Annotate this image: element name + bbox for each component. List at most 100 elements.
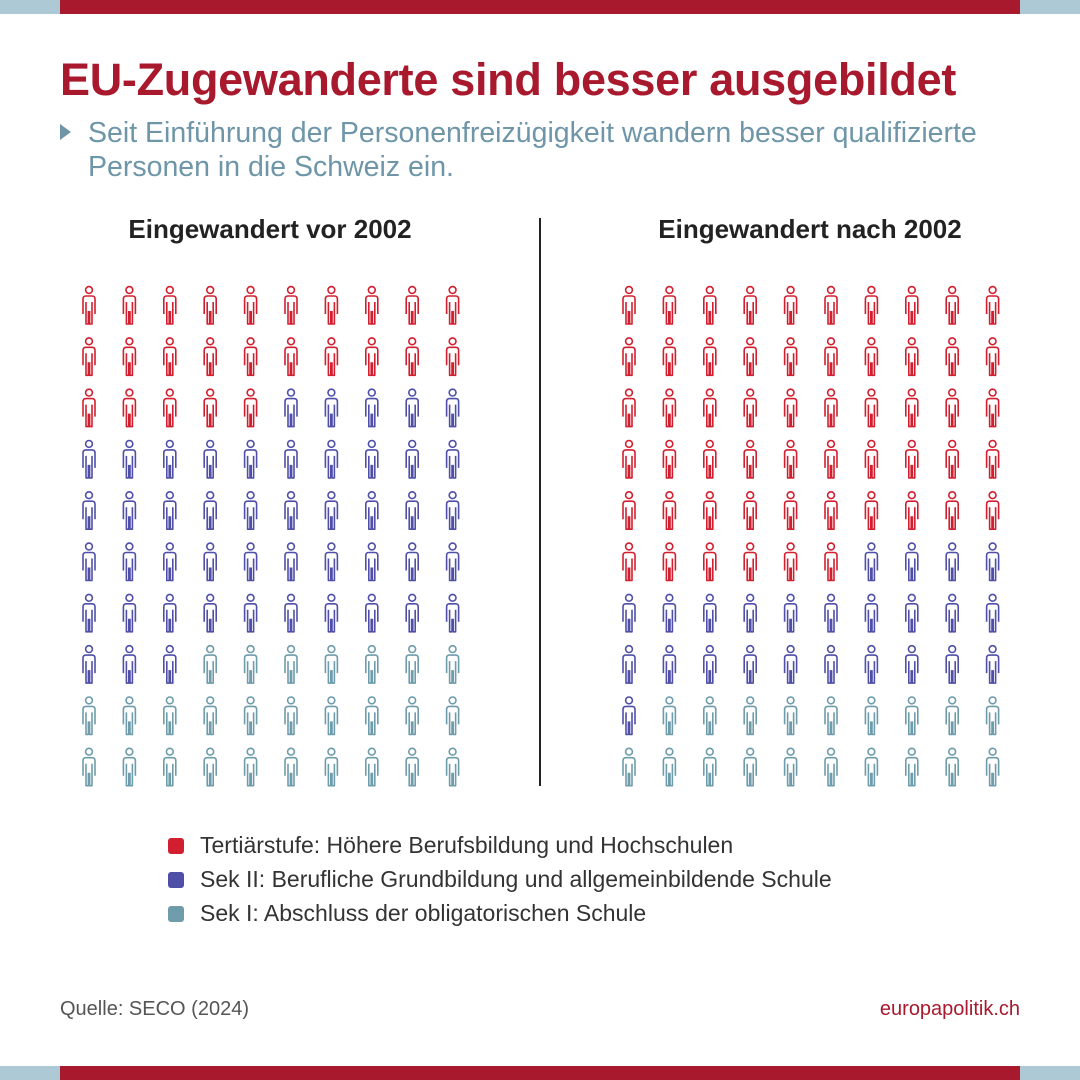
person-icon-tertiary [622, 388, 636, 428]
person-icon-sek1 [783, 696, 798, 736]
person-icon-sek2 [163, 491, 177, 530]
person-icon-tertiary [662, 337, 677, 377]
person-icon-tertiary [324, 337, 339, 377]
site-link[interactable]: europapolitik.ch [879, 998, 1020, 1020]
person-icon-sek2 [445, 542, 460, 582]
top-bar-main [60, 0, 1020, 14]
person-icon-sek2 [864, 644, 879, 684]
person-icon-sek1 [203, 747, 217, 787]
person-icon-tertiary [905, 439, 919, 479]
person-icon-sek1 [703, 696, 717, 736]
person-icon-sek1 [365, 644, 379, 684]
person-icon-sek1 [985, 696, 1000, 736]
person-icon-sek2 [324, 593, 339, 633]
person-icon-tertiary [445, 285, 460, 325]
person-icon-sek1 [743, 696, 757, 736]
person-icon-tertiary [783, 491, 798, 530]
person-icon-sek2 [82, 491, 96, 530]
person-icon-sek2 [163, 593, 177, 633]
person-icon-sek1 [622, 747, 636, 787]
person-icon-tertiary [945, 285, 959, 325]
person-icon-sek2 [284, 491, 298, 530]
person-icon-tertiary [985, 439, 1000, 479]
legend-label-sek2: Sek II: Berufliche Grundbildung und allg… [200, 866, 832, 892]
person-icon-sek2 [945, 593, 959, 633]
person-icon-sek1 [445, 696, 460, 736]
person-icon-sek2 [703, 644, 717, 684]
person-icon-sek1 [203, 696, 217, 736]
person-icon-sek2 [365, 439, 379, 479]
person-icon-sek1 [445, 747, 460, 787]
person-icon-sek1 [163, 747, 177, 787]
person-icon-sek1 [324, 644, 339, 684]
person-icon-sek1 [985, 747, 1000, 787]
person-icon-tertiary [622, 285, 636, 325]
person-icon-tertiary [864, 439, 879, 479]
person-icon-sek2 [203, 491, 217, 530]
person-icon-sek1 [945, 696, 959, 736]
person-icon-sek1 [163, 696, 177, 736]
person-icon-tertiary [985, 491, 1000, 530]
person-icon-sek2 [783, 593, 798, 633]
person-icon-tertiary [905, 285, 919, 325]
person-icon-tertiary [405, 285, 419, 325]
person-icon-tertiary [985, 285, 1000, 325]
bottom-bar-main [60, 1066, 1020, 1080]
person-icon-tertiary [824, 285, 838, 325]
person-icon-sek1 [905, 747, 919, 787]
person-icon-sek2 [122, 644, 137, 684]
person-icon-tertiary [824, 388, 838, 428]
person-icon-sek2 [405, 542, 419, 582]
person-icon-tertiary [824, 491, 838, 530]
legend-swatch-tertiary [168, 838, 184, 854]
person-icon-tertiary [864, 388, 879, 428]
person-icon-tertiary [243, 337, 258, 377]
person-icon-tertiary [284, 285, 298, 325]
person-icon-tertiary [622, 439, 636, 479]
person-icon-tertiary [622, 542, 636, 582]
person-icon-tertiary [985, 337, 1000, 377]
person-icon-sek2 [622, 593, 636, 633]
person-icon-tertiary [445, 337, 460, 377]
person-icon-tertiary [905, 337, 919, 377]
person-icon-sek2 [445, 593, 460, 633]
person-icon-sek2 [662, 593, 677, 633]
person-icon-tertiary [783, 542, 798, 582]
person-icon-sek2 [824, 593, 838, 633]
person-icon-tertiary [743, 542, 757, 582]
person-icon-tertiary [743, 491, 757, 530]
person-icon-sek2 [163, 542, 177, 582]
person-icon-tertiary [743, 285, 757, 325]
person-icon-sek2 [405, 491, 419, 530]
person-icon-tertiary [945, 337, 959, 377]
person-icon-tertiary [703, 337, 717, 377]
person-icon-sek2 [324, 439, 339, 479]
person-icon-tertiary [203, 285, 217, 325]
person-icon-sek2 [445, 491, 460, 530]
person-icon-sek1 [864, 696, 879, 736]
person-icon-sek1 [365, 696, 379, 736]
person-icon-tertiary [824, 542, 838, 582]
person-icon-tertiary [905, 491, 919, 530]
person-icon-tertiary [365, 285, 379, 325]
person-icon-sek2 [445, 388, 460, 428]
bottom-bar-accent-left [0, 1066, 60, 1080]
person-icon-sek1 [824, 696, 838, 736]
person-icon-sek1 [324, 747, 339, 787]
person-icon-tertiary [703, 491, 717, 530]
person-icon-sek2 [284, 439, 298, 479]
person-icon-sek2 [243, 439, 258, 479]
person-icon-sek2 [203, 593, 217, 633]
person-icon-tertiary [824, 439, 838, 479]
person-icon-sek2 [864, 593, 879, 633]
person-icon-sek1 [284, 696, 298, 736]
person-icon-sek2 [243, 542, 258, 582]
person-icon-sek2 [122, 593, 137, 633]
person-icon-sek2 [122, 439, 137, 479]
person-icon-sek2 [622, 696, 636, 736]
subtitle-triangle-icon [60, 124, 71, 140]
person-icon-sek2 [203, 542, 217, 582]
person-icon-sek1 [203, 644, 217, 684]
person-icon-tertiary [122, 285, 137, 325]
person-icon-tertiary [743, 439, 757, 479]
